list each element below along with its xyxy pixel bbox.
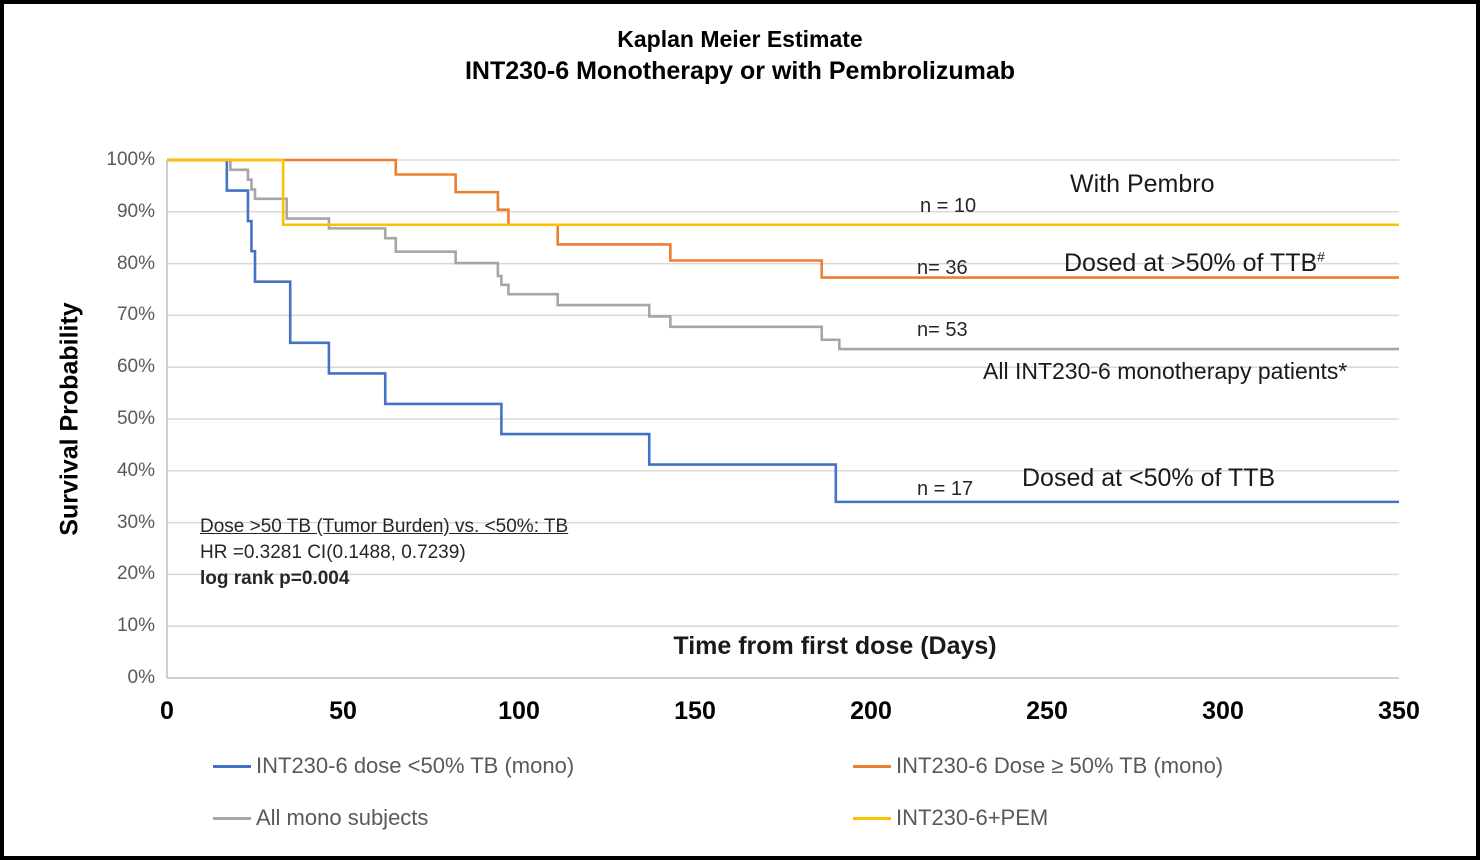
- with-pembro-annotation: With Pembro: [1070, 170, 1215, 198]
- legend-label-orange: INT230-6 Dose ≥ 50% TB (mono): [896, 753, 1224, 778]
- legend-line-yellow: [853, 816, 891, 820]
- legend-label-gray: All mono subjects: [256, 805, 429, 830]
- mono-n-count: n= 53: [917, 319, 968, 341]
- dosed-gt50-annotation: Dosed at >50% of TTB#: [1064, 249, 1325, 278]
- legend-line-blue: [213, 764, 251, 768]
- legend-item-yellow: INT230-6+PEM: [853, 804, 1048, 832]
- hash-superscript: #: [1317, 249, 1325, 265]
- gt50-n-count: n= 36: [917, 257, 968, 279]
- lt50-n-count: n = 17: [917, 478, 974, 500]
- stats-comparison-line: Dose >50 TB (Tumor Burden) vs. <50%: TB: [200, 516, 569, 537]
- y-tick-label: 30%: [116, 511, 155, 533]
- legend-line-orange: [853, 764, 891, 768]
- x-axis-title: Time from first dose (Days): [673, 632, 997, 660]
- legend-item-blue: INT230-6 dose <50% TB (mono): [213, 752, 574, 780]
- chart-title-line2: INT230-6 Monotherapy or with Pembrolizum…: [464, 57, 1016, 85]
- y-tick-label: 10%: [116, 615, 155, 637]
- chart-title-line1: Kaplan Meier Estimate: [617, 26, 863, 52]
- y-tick-label: 40%: [116, 459, 155, 481]
- legend-item-gray: All mono subjects: [213, 804, 428, 832]
- x-tick-label: 100: [498, 697, 540, 725]
- x-tick-label: 0: [160, 697, 174, 725]
- x-tick-label: 150: [674, 697, 716, 725]
- x-tick-label: 50: [329, 697, 357, 725]
- x-tick-label: 350: [1378, 697, 1420, 725]
- legend-item-orange: INT230-6 Dose ≥ 50% TB (mono): [853, 752, 1223, 780]
- statistics-block: Dose >50 TB (Tumor Burden) vs. <50%: TB …: [200, 514, 568, 592]
- legend-label-yellow: INT230-6+PEM: [896, 805, 1049, 830]
- y-tick-label: 80%: [116, 252, 155, 274]
- dosed-lt50-annotation: Dosed at <50% of TTB: [1022, 464, 1276, 492]
- stats-logrank-line: log rank p=0.004: [200, 568, 350, 589]
- y-tick-label: 90%: [116, 200, 155, 222]
- legend-label-blue: INT230-6 dose <50% TB (mono): [256, 753, 575, 778]
- dosed-gt50-text: Dosed at >50% of TTB: [1064, 249, 1318, 277]
- y-tick-label: 60%: [116, 356, 155, 378]
- y-tick-label: 50%: [116, 408, 155, 429]
- pembro-n-count: n = 10: [920, 195, 977, 217]
- y-tick-label: 70%: [116, 304, 155, 326]
- y-tick-label: 20%: [116, 563, 155, 585]
- x-tick-label: 250: [1026, 697, 1068, 725]
- x-tick-label: 300: [1202, 697, 1244, 725]
- all-mono-annotation: All INT230-6 monotherapy patients*: [983, 358, 1348, 384]
- x-tick-label: 200: [850, 697, 892, 725]
- stats-hazard-ratio-line: HR =0.3281 CI(0.1488, 0.7239): [200, 542, 466, 563]
- y-tick-label: 100%: [106, 149, 155, 170]
- legend-line-gray: [213, 816, 251, 820]
- y-tick-label: 0%: [127, 667, 155, 688]
